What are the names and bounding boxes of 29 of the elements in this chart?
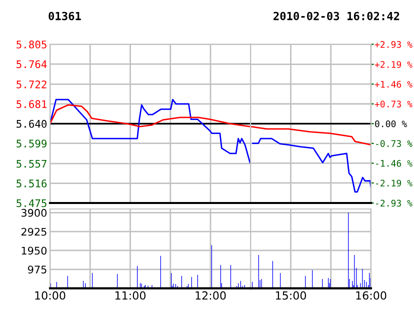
text: +1.46 % — [374, 80, 412, 88]
y-tick-label: 5.640 — [16, 120, 47, 128]
y-tick-label: 1950 — [22, 246, 47, 255]
y-tick-label: 5.557 — [16, 160, 46, 168]
text: -2.19 % — [376, 180, 412, 187]
text: +2.93 % — [374, 41, 412, 48]
y-tick-label: 5.516 — [16, 180, 47, 188]
y-tick-label: 5.475 — [16, 199, 46, 208]
y-tick-label: 5.722 — [16, 80, 46, 88]
x-tick-label: 16:00 — [356, 291, 386, 300]
y-tick-label: 5.681 — [16, 100, 47, 108]
chart-title: 01361 — [48, 12, 81, 20]
y-tick-label: 5.764 — [16, 60, 47, 68]
y-tick-label: 5.599 — [16, 140, 47, 148]
text: +2.19 % — [374, 61, 412, 68]
text: 0.00 % — [375, 120, 407, 128]
y-tick-label: 2925 — [21, 228, 46, 236]
text: -1.46 % — [376, 160, 412, 167]
text: -0.73 % — [376, 140, 412, 147]
x-tick-label: 11:00 — [115, 291, 146, 300]
text: -2.93 % — [376, 200, 412, 207]
y-tick-label: 3900 — [22, 208, 47, 217]
y-tick-label: 975 — [28, 266, 46, 274]
text: +0.73 % — [374, 100, 412, 108]
x-tick-label: 12:00 — [196, 291, 226, 300]
x-tick-label: 15:00 — [276, 291, 306, 300]
x-tick-label: 10:00 — [35, 291, 66, 300]
y-tick-label: 5.805 — [16, 40, 46, 48]
chart-title: 2010-02-03 16:02:42 — [274, 12, 400, 20]
